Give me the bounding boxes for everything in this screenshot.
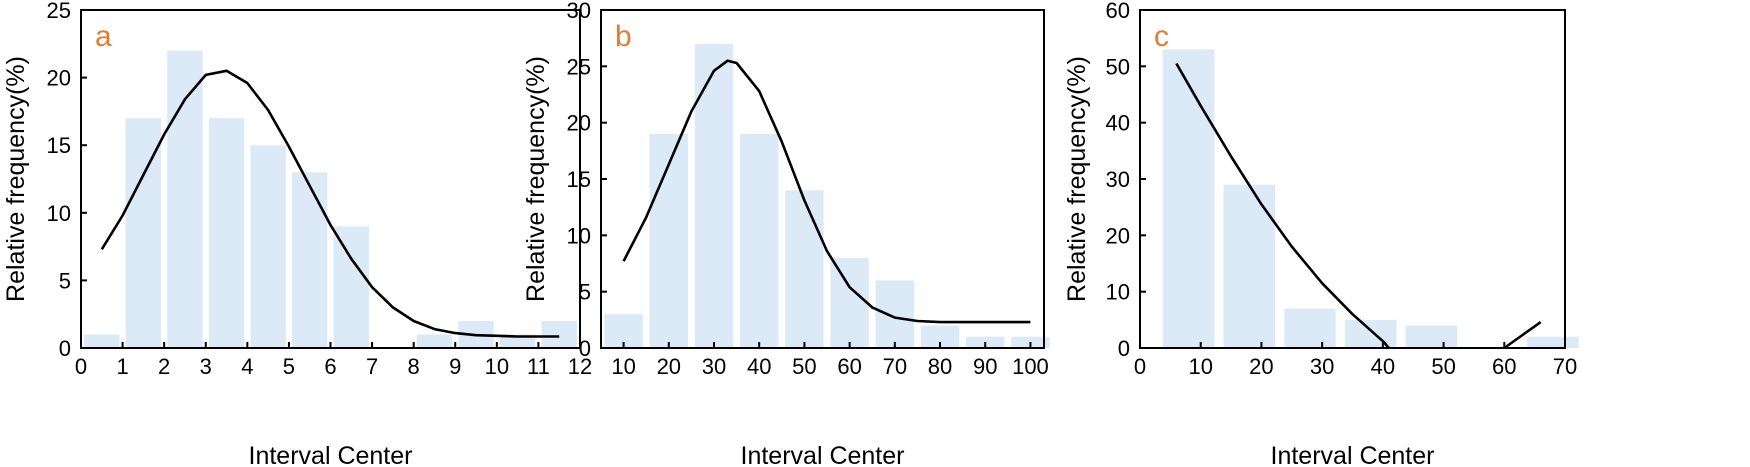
x-axis-label: Interval Center <box>741 442 905 467</box>
x-tick-label: 80 <box>928 354 952 379</box>
y-tick-label: 0 <box>59 336 71 361</box>
bar <box>499 334 536 348</box>
panel-b: 10 20 30 40 50 60 70 80 90 100 0 5 10 15 20 25 30 Interva… <box>522 0 1050 467</box>
x-tick-label: 10 <box>485 354 509 379</box>
x-tick-label: 100 <box>1012 354 1049 379</box>
x-tick-label: 1 <box>116 354 128 379</box>
x-tick-label: 50 <box>792 354 816 379</box>
y-tick-label: 5 <box>59 268 71 293</box>
y-tick-label: 60 <box>1106 0 1130 23</box>
x-tick-label: 30 <box>702 354 726 379</box>
x-tick-label: 0 <box>1134 354 1146 379</box>
y-tick-label: 30 <box>567 0 591 23</box>
panel-c: 0 10 20 30 40 50 60 70 0 10 20 30 40 50 60 Interval Cen… <box>1063 0 1579 467</box>
fit-curve <box>100 69 560 338</box>
x-tick-label: 30 <box>1310 354 1334 379</box>
bar <box>875 280 915 348</box>
bar <box>1527 336 1579 348</box>
x-tick-label: 90 <box>973 354 997 379</box>
y-axis-label: Relative frequency(%) <box>2 56 30 302</box>
x-tick-label: 10 <box>1188 354 1212 379</box>
x-tick-label: 5 <box>283 354 295 379</box>
x-tick-label: 11 <box>527 354 550 379</box>
y-tick-label: 25 <box>47 0 71 23</box>
y-tick-label: 30 <box>1106 167 1130 192</box>
y-tick-label: 0 <box>579 336 591 361</box>
bar <box>694 43 734 349</box>
bar <box>416 334 453 348</box>
x-tick-label: 20 <box>1249 354 1273 379</box>
x-tick-label: 50 <box>1431 354 1455 379</box>
panel-label: b <box>615 20 632 53</box>
x-tick-label: 12 <box>568 354 592 379</box>
bar <box>208 118 245 348</box>
x-tick-label: 9 <box>449 354 461 379</box>
y-tick-label: 20 <box>47 66 71 91</box>
y-axis-label: Relative frequency(%) <box>1063 56 1091 302</box>
x-tick-label: 40 <box>747 354 771 379</box>
x-tick-label: 20 <box>657 354 681 379</box>
bar <box>292 172 328 348</box>
y-tick-label: 15 <box>47 133 71 158</box>
y-tick-label: 5 <box>579 280 591 305</box>
y-tick-label: 10 <box>47 201 71 226</box>
bar <box>920 325 960 348</box>
x-tick-label: 0 <box>75 354 87 379</box>
x-tick-label: 40 <box>1371 354 1395 379</box>
bar <box>1162 49 1215 348</box>
bar <box>649 133 689 348</box>
panel-label: c <box>1154 20 1169 53</box>
fit-curve <box>1503 321 1542 350</box>
bar <box>785 190 824 348</box>
x-tick-label: 10 <box>611 354 635 379</box>
y-tick-label: 10 <box>1106 280 1130 305</box>
fit-curve <box>622 59 1031 324</box>
y-tick-label: 40 <box>1106 111 1130 136</box>
x-tick-label: 4 <box>241 354 253 379</box>
bar <box>1223 184 1276 348</box>
x-axis-label: Interval Center <box>1271 442 1435 467</box>
x-tick-label: 7 <box>366 354 378 379</box>
y-tick-label: 20 <box>1106 223 1130 248</box>
y-tick-label: 15 <box>567 167 591 192</box>
bar <box>84 334 120 348</box>
bar <box>830 257 869 348</box>
bar <box>125 118 162 348</box>
fit-curve <box>1175 62 1390 349</box>
y-tick-label: 25 <box>567 54 591 79</box>
y-tick-label: 50 <box>1106 54 1130 79</box>
bar <box>167 50 203 349</box>
y-axis-label: Relative frequency(%) <box>522 56 550 302</box>
x-tick-label: 2 <box>158 354 170 379</box>
panel-label: a <box>95 20 112 53</box>
y-tick-label: 20 <box>567 111 591 136</box>
x-tick-label: 3 <box>200 354 212 379</box>
x-axis-label: Interval Center <box>249 442 413 467</box>
x-tick-label: 60 <box>837 354 861 379</box>
x-tick-label: 8 <box>408 354 420 379</box>
x-tick-label: 6 <box>324 354 336 379</box>
bar <box>1284 308 1336 348</box>
y-tick-label: 0 <box>1118 336 1130 361</box>
y-tick-label: 10 <box>567 223 591 248</box>
x-tick-label: 60 <box>1492 354 1516 379</box>
bar <box>1405 325 1458 348</box>
bar <box>1344 319 1397 348</box>
bar <box>541 320 577 348</box>
x-tick-label: 70 <box>883 354 907 379</box>
x-tick-label: 70 <box>1553 354 1577 379</box>
bar <box>740 133 779 348</box>
bar <box>333 226 369 348</box>
bar <box>250 145 286 348</box>
